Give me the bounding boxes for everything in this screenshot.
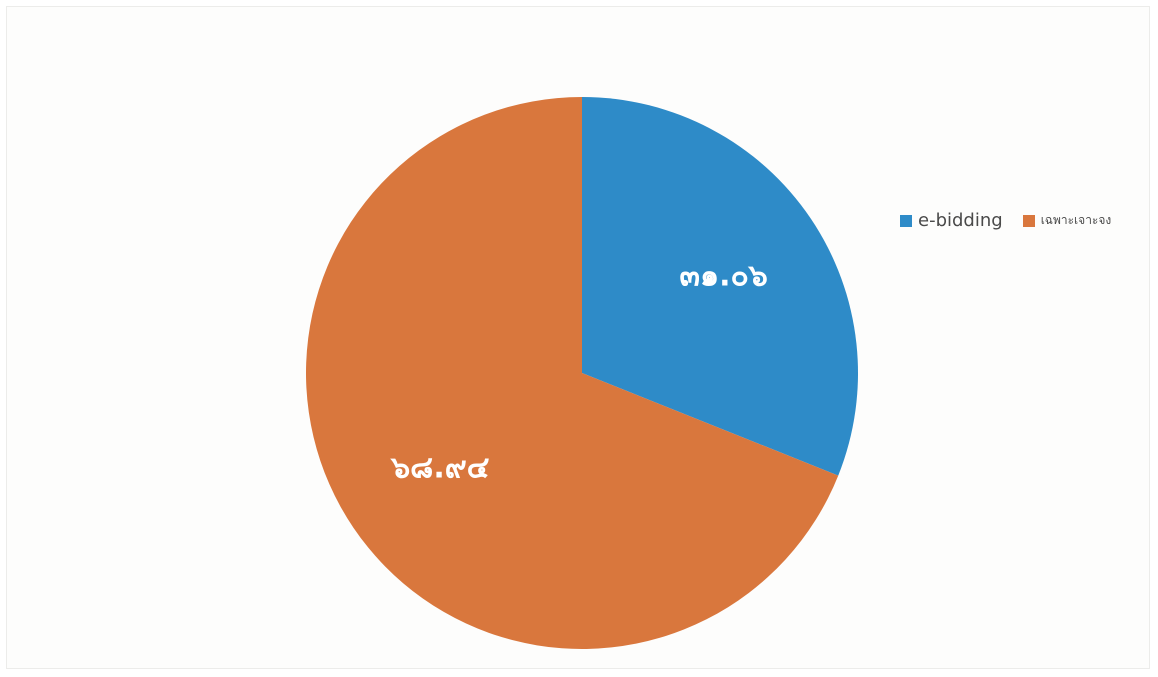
slice-e-bidding	[582, 97, 858, 476]
data-label-e-bidding: ๓๑.๐๖	[680, 259, 768, 294]
legend-swatch-e-bidding	[900, 214, 912, 227]
legend-item-e-bidding: e-bidding	[900, 210, 1003, 231]
legend-label-e-bidding: e-bidding	[918, 210, 1003, 231]
slice-specific	[306, 97, 839, 649]
legend: e-bidding เฉพาะเจาะจง	[900, 210, 1111, 231]
legend-label-specific: เฉพาะเจาะจง	[1040, 213, 1112, 227]
pie-slices	[306, 97, 858, 649]
legend-item-specific: เฉพาะเจาะจง	[1022, 211, 1112, 230]
legend-swatch-specific	[1022, 214, 1035, 227]
data-label-specific: ๖๘.๙๔	[390, 450, 489, 485]
